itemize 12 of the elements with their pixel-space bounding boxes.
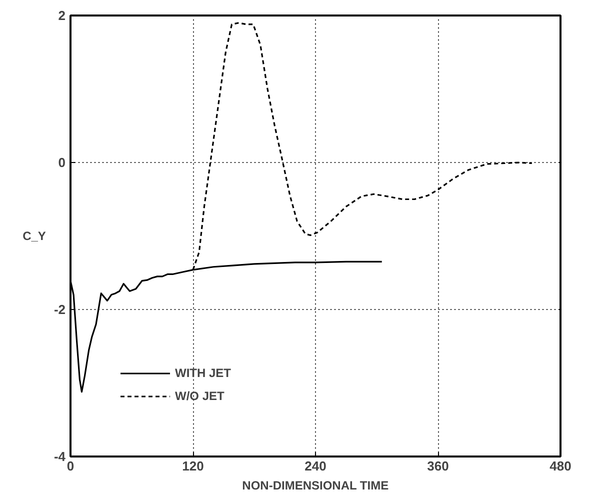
y-tick-label: -2 [54,302,66,317]
y-axis-title: C_Y [22,229,46,243]
legend-label: W/O JET [175,389,224,403]
x-axis-title: NON-DIMENSIONAL TIME [242,478,389,492]
y-tick-label: 2 [58,8,66,23]
legend-label: WITH JET [175,366,231,380]
x-tick-label: 240 [304,458,326,474]
y-tick-label: -4 [54,449,66,464]
y-tick-label: 0 [58,155,66,170]
x-tick-label: 480 [550,458,572,474]
x-tick-label: 360 [427,458,449,474]
x-tick-label: 120 [182,458,204,474]
